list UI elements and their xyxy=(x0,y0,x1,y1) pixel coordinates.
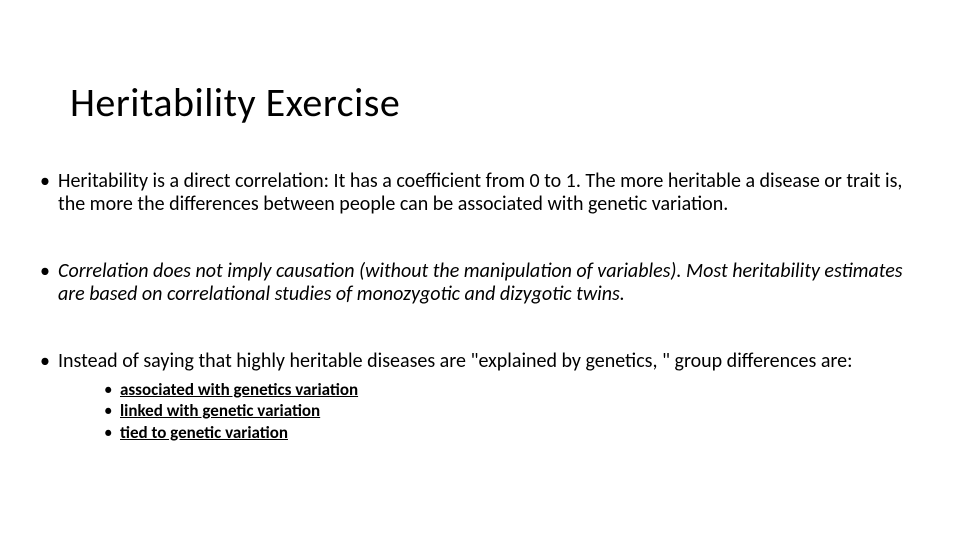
bullet-text: Heritability is a direct correlation: It… xyxy=(58,169,902,216)
sub-bullet-item: associated with genetics variation xyxy=(102,379,926,400)
sub-bullet-item: tied to genetic variation xyxy=(102,422,926,443)
bullet-text: Correlation does not imply causation (wi… xyxy=(58,259,903,306)
slide-title: Heritability Exercise xyxy=(70,78,400,127)
bullet-text: Instead of saying that highly heritable … xyxy=(58,349,852,373)
bullet-item: Instead of saying that highly heritable … xyxy=(36,350,926,443)
slide: Heritability Exercise Heritability is a … xyxy=(0,0,960,540)
slide-body: Heritability is a direct correlation: It… xyxy=(36,170,926,443)
sub-bullet-item: linked with genetic variation xyxy=(102,400,926,421)
bullet-item: Heritability is a direct correlation: It… xyxy=(36,170,926,216)
bullet-item: Correlation does not imply causation (wi… xyxy=(36,260,926,306)
